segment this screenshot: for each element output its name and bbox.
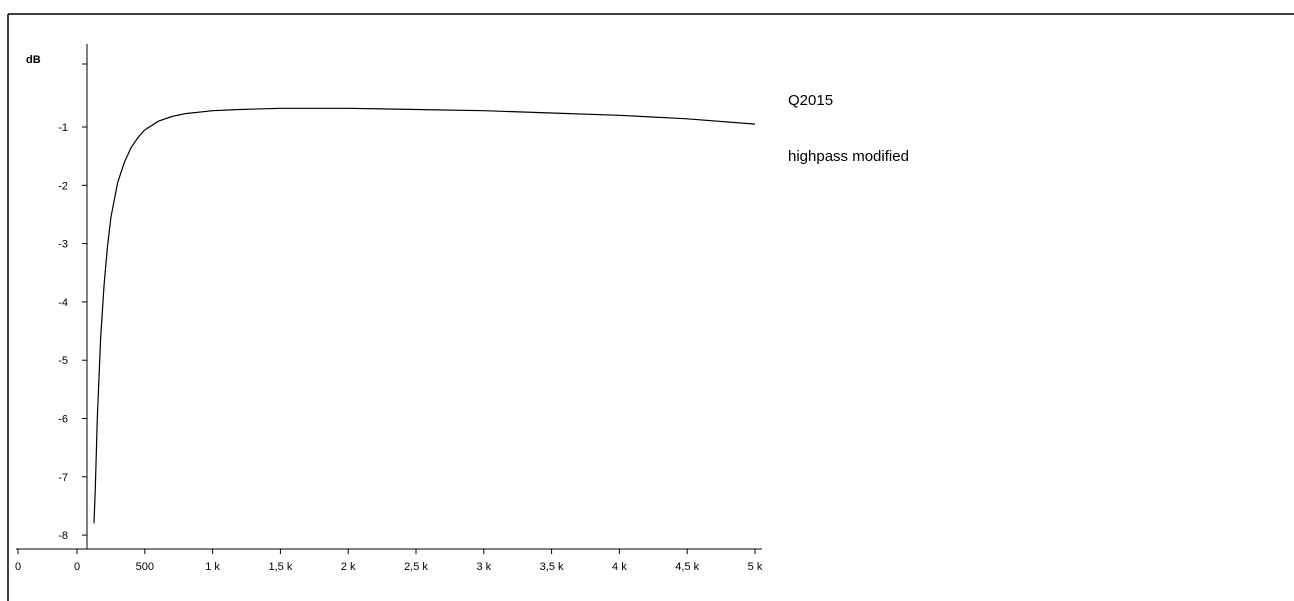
x-tick-label: 5 k [748, 561, 763, 573]
y-tick-label: -1 [58, 122, 68, 134]
x-tick-label: 2,5 k [404, 561, 428, 573]
series [93, 107, 756, 524]
y-axis-unit-label: dB [26, 54, 41, 66]
x-tick-label: 0 [74, 561, 80, 573]
x-tick-label: 2 k [341, 561, 356, 573]
y-tick-label: -8 [58, 530, 68, 542]
y-tick-label: -7 [58, 472, 68, 484]
x-tick-label: 1,5 k [268, 561, 292, 573]
axes: dB [16, 44, 762, 550]
x-tick-label: 1 k [205, 561, 220, 573]
x-tick-label: 4 k [612, 561, 627, 573]
x-tick-label-extra: 0 [15, 561, 21, 573]
y-tick-label: -6 [58, 414, 68, 426]
y-tick-label: -5 [58, 355, 68, 367]
x-tick-label: 3 k [476, 561, 491, 573]
y-tick-label: -4 [58, 297, 68, 309]
x-tick-label: 4,5 k [675, 561, 699, 573]
y-tick-label: -2 [58, 180, 68, 192]
note-model: Q2015 [788, 92, 834, 109]
x-tick-label: 500 [136, 561, 154, 573]
response-curve [93, 107, 756, 524]
note-description: highpass modified [788, 148, 909, 165]
y-tick-label: -3 [58, 239, 68, 251]
ticks: -1 -2 -3 -4 -5 -6 -7 -8 0 500 1 k 1,5 k 2 k 2,5 k 3 k 3… [15, 122, 763, 573]
x-tick-label: 3,5 k [540, 561, 564, 573]
